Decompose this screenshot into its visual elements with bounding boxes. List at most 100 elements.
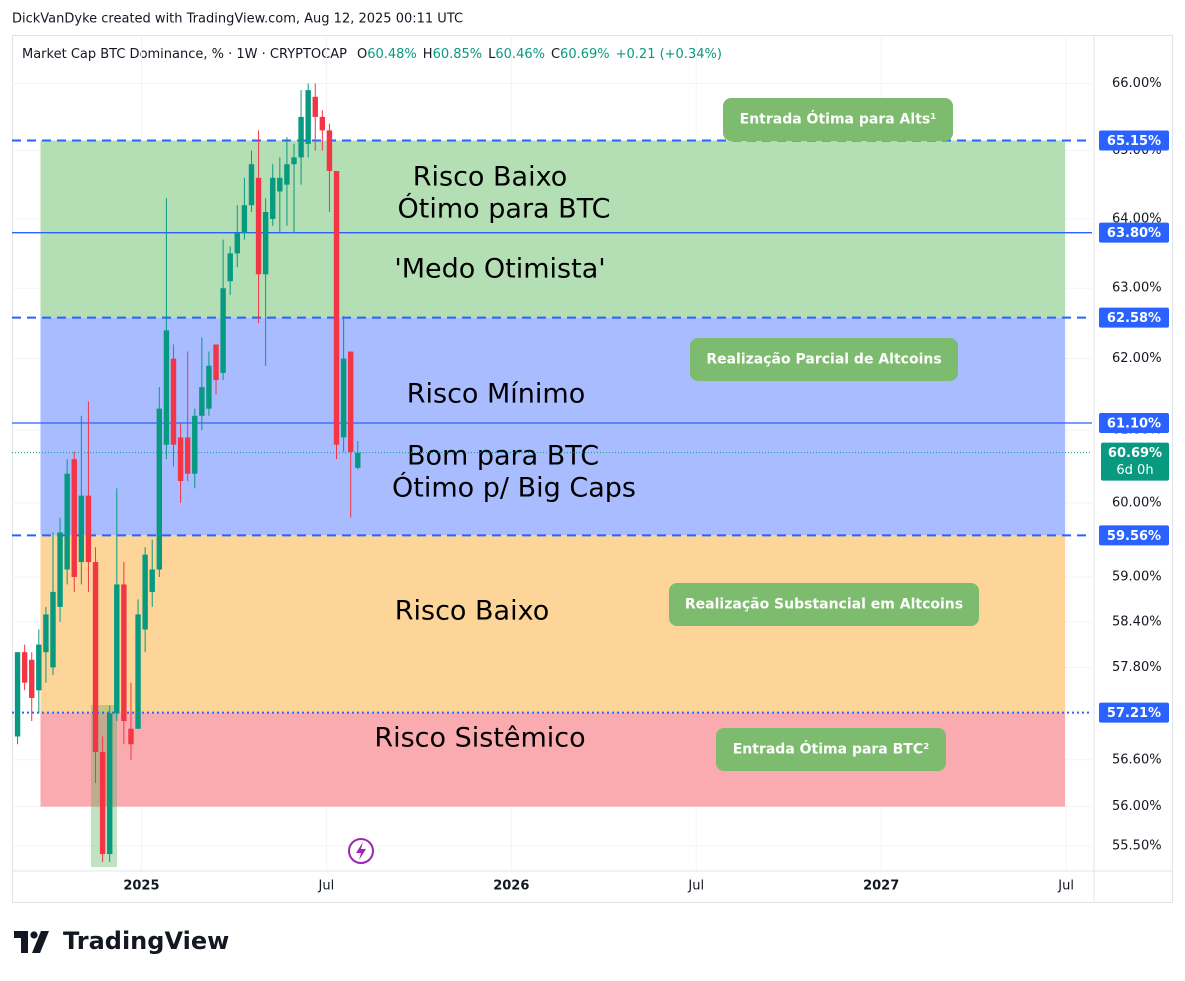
- x-tick-label: 2026: [493, 879, 529, 894]
- x-tick-label: 2027: [863, 879, 899, 894]
- countdown-label: 6d 0h: [1116, 463, 1153, 478]
- legend-key: O: [357, 47, 367, 62]
- candle-body: [319, 116, 326, 131]
- candle-body: [64, 473, 70, 570]
- candle-body: [29, 659, 35, 698]
- candle-body: [340, 358, 347, 438]
- candle-body: [142, 554, 148, 630]
- candle-body: [149, 569, 155, 592]
- candle-body: [121, 584, 127, 722]
- legend-value: 60.85%: [433, 47, 483, 62]
- zone-label: Risco Baixo: [395, 596, 550, 627]
- candle-body: [220, 288, 226, 373]
- event-icon-bolt: [356, 842, 366, 860]
- candle-body: [333, 171, 340, 445]
- legend-key: H: [423, 47, 433, 62]
- y-tick-label: 63.00%: [1112, 281, 1162, 296]
- candle-body: [106, 713, 113, 855]
- candle-body: [326, 130, 333, 172]
- candle-body: [177, 437, 184, 482]
- candle-body: [284, 164, 290, 185]
- chart-frame: [12, 35, 1173, 903]
- candle-body: [298, 116, 304, 158]
- last-price-box: [1101, 442, 1169, 481]
- candle-body: [114, 584, 120, 714]
- candle-body: [163, 330, 170, 445]
- callout-text: Entrada Ótima para Alts¹: [740, 110, 937, 128]
- x-tick-label: 2025: [123, 879, 159, 894]
- event-icon: [348, 838, 374, 864]
- price-label: 57.21%: [1107, 706, 1161, 721]
- logo-mark: [14, 931, 49, 953]
- candle-body: [213, 344, 219, 380]
- x-tick-label: Jul: [318, 879, 335, 894]
- callout-box: [669, 583, 979, 626]
- zone-label: 'Medo Otimista': [394, 254, 605, 285]
- price-label-box: [1099, 130, 1169, 151]
- callout-box: [723, 98, 953, 141]
- candle-body: [241, 205, 248, 233]
- zone-label: Ótimo p/ Big Caps: [392, 472, 636, 504]
- price-label: 63.80%: [1107, 226, 1161, 241]
- callout-text: Entrada Ótima para BTC²: [733, 740, 930, 758]
- candle-body: [57, 532, 63, 607]
- x-tick-label: Jul: [687, 879, 704, 894]
- candle-body: [348, 351, 354, 452]
- candle-body: [291, 157, 297, 165]
- legend-value: 60.69%: [560, 47, 610, 62]
- candle-body: [227, 253, 233, 282]
- candle-body: [50, 591, 56, 668]
- callout-text: Realização Parcial de Altcoins: [706, 352, 941, 368]
- zone-label: Risco Mínimo: [407, 379, 586, 410]
- zone-label: Bom para BTC: [407, 441, 599, 472]
- candle-body: [192, 415, 198, 474]
- candle-body: [170, 358, 177, 445]
- price-label-box: [1099, 525, 1169, 546]
- candle-body: [21, 652, 28, 683]
- candle-body: [92, 562, 99, 752]
- callout-text: Realização Substancial em Altcoins: [685, 597, 963, 613]
- price-label: 59.56%: [1107, 529, 1161, 544]
- candle-body: [262, 212, 269, 275]
- y-tick-label: 56.60%: [1112, 752, 1162, 767]
- candle-body: [355, 452, 361, 468]
- candle-body: [71, 459, 77, 577]
- zone-label: Risco Baixo: [413, 162, 568, 193]
- candle-body: [206, 365, 212, 409]
- zone-label: Ótimo para BTC: [398, 193, 611, 225]
- candle-body: [234, 232, 240, 254]
- legend-value: 60.46%: [495, 47, 545, 62]
- candle-body: [277, 177, 283, 192]
- legend-symbol: Market Cap BTC Dominance, % · 1W · CRYPT…: [22, 47, 347, 62]
- logo-text: TradingView: [63, 927, 229, 955]
- candle-body: [199, 387, 205, 416]
- price-label-box: [1099, 307, 1169, 328]
- candle-body: [36, 644, 42, 691]
- y-tick-label: 66.00%: [1112, 76, 1162, 91]
- candle-body: [99, 751, 106, 855]
- credit: DickVanDyke created with TradingView.com…: [12, 12, 463, 27]
- y-tick-label: 59.00%: [1112, 569, 1162, 584]
- candle-body: [135, 614, 141, 729]
- y-tick-label: 64.00%: [1112, 211, 1162, 226]
- candle-body: [184, 437, 191, 474]
- y-tick-label: 55.50%: [1112, 839, 1162, 854]
- callout-box: [690, 338, 958, 381]
- candle-body: [14, 652, 21, 737]
- callout-box: [716, 728, 946, 771]
- zone-label: Risco Sistêmico: [374, 723, 585, 754]
- x-tick-label: Jul: [1057, 879, 1074, 894]
- candle-body: [43, 614, 49, 653]
- candle-body: [78, 495, 85, 563]
- y-tick-label: 57.80%: [1112, 660, 1162, 675]
- legend-change: +0.21 (+0.34%): [616, 47, 722, 62]
- candle-body: [255, 177, 262, 275]
- candle-body: [305, 90, 311, 144]
- last-price-label: 60.69%: [1108, 446, 1162, 461]
- y-tick-label: 56.00%: [1112, 799, 1162, 814]
- candle-body: [248, 164, 255, 206]
- candle-body: [312, 96, 318, 117]
- price-label: 65.15%: [1107, 134, 1161, 149]
- y-tick-label: 60.00%: [1112, 495, 1162, 510]
